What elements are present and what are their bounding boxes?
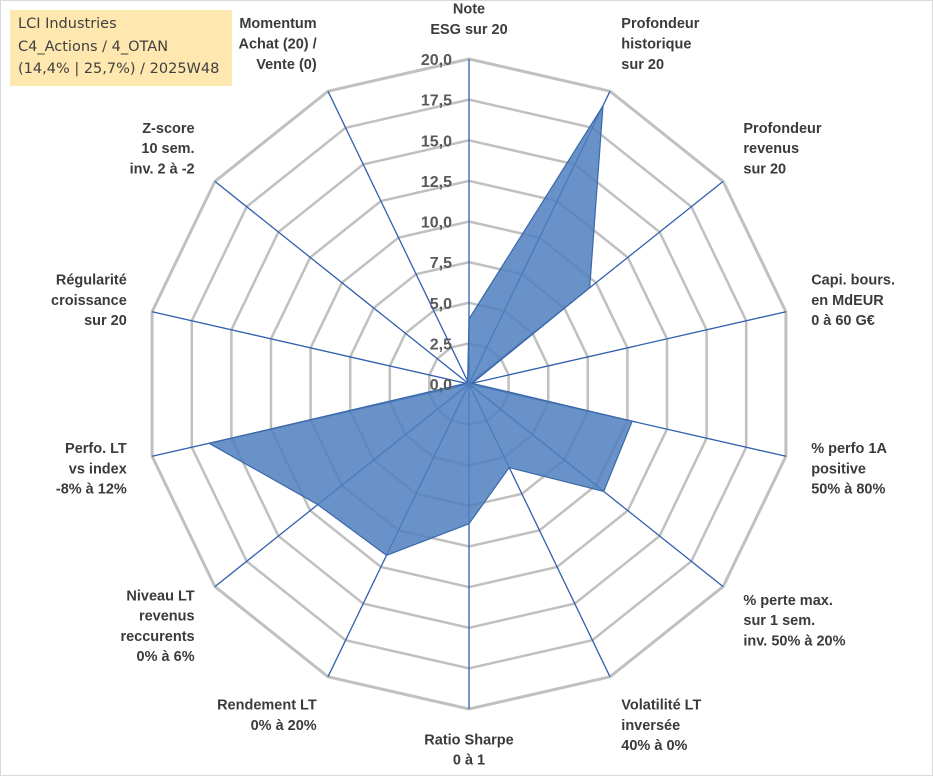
category-label-line: historique — [621, 37, 691, 53]
category-label-line: Niveau LT — [126, 588, 194, 604]
tick-label: 7,5 — [430, 255, 452, 272]
category-label-line: Ratio Sharpe — [424, 732, 513, 748]
category-label-line: 0% à 6% — [137, 649, 195, 665]
radial-tick-labels: 0,0 2,5 5,0 7,5 10,0 12,5 15,0 17,5 20,0 — [421, 52, 452, 394]
category-labels: Note ESG sur 20 Profondeur historique sur 20… — [51, 2, 895, 769]
axis-spoke — [327, 90, 470, 385]
category-label-line: 40% à 0% — [621, 738, 687, 754]
category-label: Rendement LT 0% à 20% — [217, 698, 317, 734]
category-label-line: vs index — [69, 461, 127, 477]
category-label-line: inv. 50% à 20% — [743, 633, 845, 649]
category-label: Ratio Sharpe 0 à 1 — [424, 732, 513, 768]
category-label-line: sur 20 — [84, 313, 127, 329]
category-label-line: -8% à 12% — [56, 482, 127, 498]
category-label-line: sur 20 — [743, 162, 786, 178]
category-label: Z-score 10 sem. inv. 2 à -2 — [130, 121, 195, 178]
category-label: Volatilité LT inversée 40% à 0% — [621, 698, 701, 755]
series-area — [207, 105, 634, 556]
category-label-line: 0% à 20% — [251, 718, 317, 734]
category-label: Momentum Achat (20) / Vente (0) — [239, 16, 317, 73]
tick-label: 2,5 — [430, 336, 452, 353]
tick-label: 15,0 — [421, 133, 452, 150]
tick-label: 12,5 — [421, 174, 452, 191]
radar-series — [207, 105, 634, 556]
category-label: % perfo 1A positive 50% à 80% — [811, 441, 887, 498]
category-label-line: 50% à 80% — [811, 482, 885, 498]
axis-spoke — [214, 180, 470, 385]
category-label-line: positive — [811, 461, 866, 477]
category-label-line: croissance — [51, 293, 127, 309]
category-label-line: Momentum — [239, 16, 316, 32]
category-label-line: Rendement LT — [217, 698, 317, 714]
category-label-line: ESG sur 20 — [430, 22, 507, 38]
category-label: Régularité croissance sur 20 — [51, 273, 127, 330]
category-label: % perte max. sur 1 sem. inv. 50% à 20% — [743, 593, 845, 650]
category-label-line: Vente (0) — [256, 57, 317, 73]
tick-label: 17,5 — [421, 93, 452, 110]
category-label-line: Profondeur — [621, 16, 699, 32]
performance-week: (14,4% | 25,7%) / 2025W48 — [18, 61, 220, 77]
category-label-line: % perte max. — [743, 593, 832, 609]
tick-label: 10,0 — [421, 215, 452, 232]
category-label-line: inv. 2 à -2 — [130, 162, 195, 178]
category-label: Profondeur historique sur 20 — [621, 16, 699, 73]
category-label-line: revenus — [743, 141, 799, 157]
category-label: Niveau LT revenus reccurents 0% à 6% — [120, 588, 194, 665]
category-label-line: Note — [453, 2, 485, 18]
tick-label: 20,0 — [421, 52, 452, 69]
category-label-line: % perfo 1A — [811, 441, 887, 457]
category-label: Note ESG sur 20 — [430, 2, 507, 38]
axis-spoke — [468, 311, 787, 385]
category-label: Capi. bours. en MdEUR 0 à 60 G€ — [811, 273, 895, 330]
info-box: LCI Industries C4_Actions / 4_OTAN (14,4… — [10, 10, 232, 86]
tick-label: 0,0 — [430, 377, 452, 394]
category-label-line: sur 1 sem. — [743, 613, 815, 629]
category-label-line: Volatilité LT — [621, 698, 701, 714]
category-label-line: sur 20 — [621, 57, 664, 73]
category-label-line: 0 à 60 G€ — [811, 313, 875, 329]
category-label-line: 10 sem. — [141, 141, 194, 157]
category-label-line: Régularité — [56, 273, 127, 289]
category-label: Profondeur revenus sur 20 — [743, 121, 821, 178]
company-name: LCI Industries — [18, 16, 117, 32]
category-label-line: Achat (20) / — [239, 37, 317, 53]
category-label: Perfo. LT vs index -8% à 12% — [56, 441, 127, 498]
category-label-line: Z-score — [142, 121, 194, 137]
category-label-line: Profondeur — [743, 121, 821, 137]
category-label-line: Perfo. LT — [65, 441, 127, 457]
category-label-line: revenus — [139, 609, 195, 625]
category-label-line: en MdEUR — [811, 293, 884, 309]
category-label-line: reccurents — [120, 629, 194, 645]
category-label-line: 0 à 1 — [453, 753, 485, 769]
category-label-line: inversée — [621, 718, 680, 734]
axis-spoke — [151, 311, 470, 385]
category-label-line: Capi. bours. — [811, 273, 895, 289]
portfolio-category: C4_Actions / 4_OTAN — [18, 38, 169, 55]
tick-label: 5,0 — [430, 296, 452, 313]
